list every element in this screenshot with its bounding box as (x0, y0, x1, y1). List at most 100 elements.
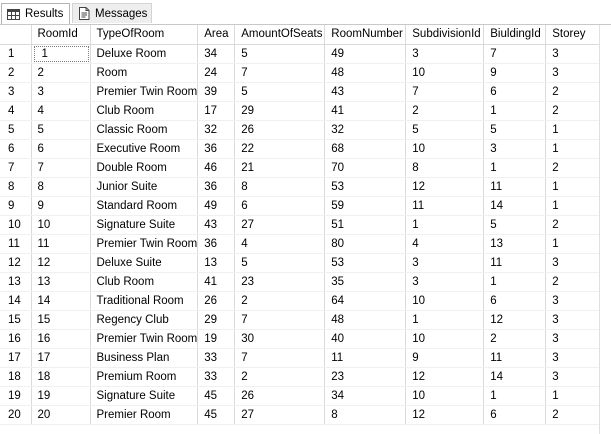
table-cell[interactable]: 14 (483, 367, 547, 387)
table-cell[interactable]: Executive Room (90, 139, 199, 159)
table-cell[interactable]: 7 (483, 44, 547, 64)
column-header[interactable]: TypeOfRoom (90, 25, 199, 45)
table-cell[interactable]: Deluxe Suite (90, 253, 199, 273)
table-cell[interactable]: 33 (197, 367, 236, 387)
table-cell[interactable]: 10 (405, 386, 485, 406)
column-header[interactable]: BiuldingId (483, 25, 547, 45)
table-cell[interactable]: 12 (405, 405, 485, 425)
table-cell[interactable]: Premier Room (90, 405, 199, 425)
table-cell[interactable]: Signature Suite (90, 386, 199, 406)
table-cell[interactable]: 1 (405, 310, 485, 330)
row-number-header[interactable] (0, 25, 32, 45)
table-cell[interactable]: 2 (545, 272, 601, 292)
tab-results[interactable]: Results (1, 3, 70, 24)
table-row[interactable]: 1 1 Deluxe Room 34 5 49 3 7 3 (0, 44, 601, 64)
table-cell[interactable]: 26 (234, 120, 326, 140)
row-number[interactable]: 6 (0, 139, 32, 159)
row-number[interactable]: 8 (0, 177, 32, 197)
table-row[interactable]: 20 20 Premier Room 45 27 8 12 6 2 (0, 405, 601, 425)
column-header[interactable]: RoomId (31, 25, 91, 45)
row-number[interactable]: 17 (0, 348, 32, 368)
table-cell[interactable]: 3 (545, 348, 601, 368)
table-cell[interactable]: 49 (324, 44, 407, 64)
table-cell[interactable]: 3 (545, 44, 601, 64)
table-cell[interactable]: 35 (324, 272, 407, 292)
table-cell[interactable]: 8 (234, 177, 326, 197)
table-cell[interactable]: Room (90, 63, 199, 83)
table-cell[interactable]: 53 (324, 177, 407, 197)
table-cell[interactable]: 9 (405, 348, 485, 368)
table-cell[interactable]: 13 (483, 234, 547, 254)
table-cell[interactable]: 34 (197, 44, 236, 64)
table-row[interactable]: 4 4 Club Room 17 29 41 2 1 2 (0, 101, 601, 121)
table-cell[interactable]: 11 (483, 348, 547, 368)
results-grid[interactable]: RoomId TypeOfRoom Area AmountOfSeats RoomNum… (0, 25, 611, 434)
table-cell[interactable]: 43 (324, 82, 407, 102)
table-cell[interactable]: 30 (234, 329, 326, 349)
table-cell[interactable]: 27 (234, 405, 326, 425)
table-cell[interactable]: 5 (31, 120, 91, 140)
table-cell[interactable]: 33 (197, 348, 236, 368)
table-cell[interactable]: 21 (234, 158, 326, 178)
row-number[interactable]: 19 (0, 386, 32, 406)
table-cell[interactable]: 49 (197, 196, 236, 216)
table-cell[interactable]: 7 (234, 310, 326, 330)
table-cell[interactable]: 10 (405, 291, 485, 311)
table-cell[interactable]: 1 (545, 120, 601, 140)
table-cell[interactable]: 53 (324, 253, 407, 273)
table-cell[interactable]: 12 (405, 367, 485, 387)
table-cell[interactable]: 59 (324, 196, 407, 216)
table-cell[interactable]: 7 (405, 82, 485, 102)
table-cell[interactable]: 43 (197, 215, 236, 235)
row-number[interactable]: 20 (0, 405, 32, 425)
table-cell[interactable]: Regency Club (90, 310, 199, 330)
table-cell[interactable]: 19 (197, 329, 236, 349)
table-cell[interactable]: 13 (31, 272, 91, 292)
table-row[interactable]: 15 15 Regency Club 29 7 48 1 12 3 (0, 310, 601, 330)
table-cell[interactable]: 10 (31, 215, 91, 235)
table-cell[interactable]: 3 (545, 329, 601, 349)
table-cell[interactable]: 2 (545, 405, 601, 425)
table-cell[interactable]: Double Room (90, 158, 199, 178)
table-cell[interactable]: 70 (324, 158, 407, 178)
table-cell[interactable]: 48 (324, 63, 407, 83)
row-number[interactable]: 5 (0, 120, 32, 140)
table-row[interactable]: 13 13 Club Room 41 23 35 3 1 2 (0, 272, 601, 292)
table-cell[interactable]: 51 (324, 215, 407, 235)
table-cell[interactable]: 3 (545, 63, 601, 83)
table-cell[interactable]: 36 (197, 234, 236, 254)
table-cell[interactable]: 7 (234, 63, 326, 83)
table-cell[interactable]: 11 (483, 177, 547, 197)
table-cell[interactable]: 2 (545, 101, 601, 121)
table-cell[interactable]: 2 (405, 101, 485, 121)
table-cell[interactable]: 39 (197, 82, 236, 102)
row-number[interactable]: 16 (0, 329, 32, 349)
table-cell[interactable]: 36 (197, 139, 236, 159)
table-row[interactable]: 18 18 Premium Room 33 2 23 12 14 3 (0, 367, 601, 387)
table-cell[interactable]: 12 (483, 310, 547, 330)
table-cell[interactable]: 6 (483, 82, 547, 102)
row-number[interactable]: 10 (0, 215, 32, 235)
row-number[interactable]: 3 (0, 82, 32, 102)
table-cell[interactable]: 1 (545, 177, 601, 197)
table-cell[interactable]: 34 (324, 386, 407, 406)
table-cell[interactable]: 29 (197, 310, 236, 330)
table-cell[interactable]: 3 (405, 44, 485, 64)
table-cell[interactable]: 4 (31, 101, 91, 121)
table-cell[interactable]: 5 (483, 215, 547, 235)
table-cell[interactable]: 45 (197, 386, 236, 406)
table-row[interactable]: 9 9 Standard Room 49 6 59 11 14 1 (0, 196, 601, 216)
table-cell[interactable]: 32 (324, 120, 407, 140)
table-cell[interactable]: 11 (405, 196, 485, 216)
table-cell[interactable]: 15 (31, 310, 91, 330)
table-cell[interactable]: 8 (405, 158, 485, 178)
table-cell[interactable]: 26 (197, 291, 236, 311)
table-cell[interactable]: 3 (405, 272, 485, 292)
row-number[interactable]: 1 (0, 44, 32, 64)
table-cell[interactable]: 1 (405, 215, 485, 235)
table-cell[interactable]: 40 (324, 329, 407, 349)
table-cell[interactable]: Club Room (90, 272, 199, 292)
table-cell[interactable]: 45 (197, 405, 236, 425)
table-cell[interactable]: 14 (31, 291, 91, 311)
row-number[interactable]: 13 (0, 272, 32, 292)
